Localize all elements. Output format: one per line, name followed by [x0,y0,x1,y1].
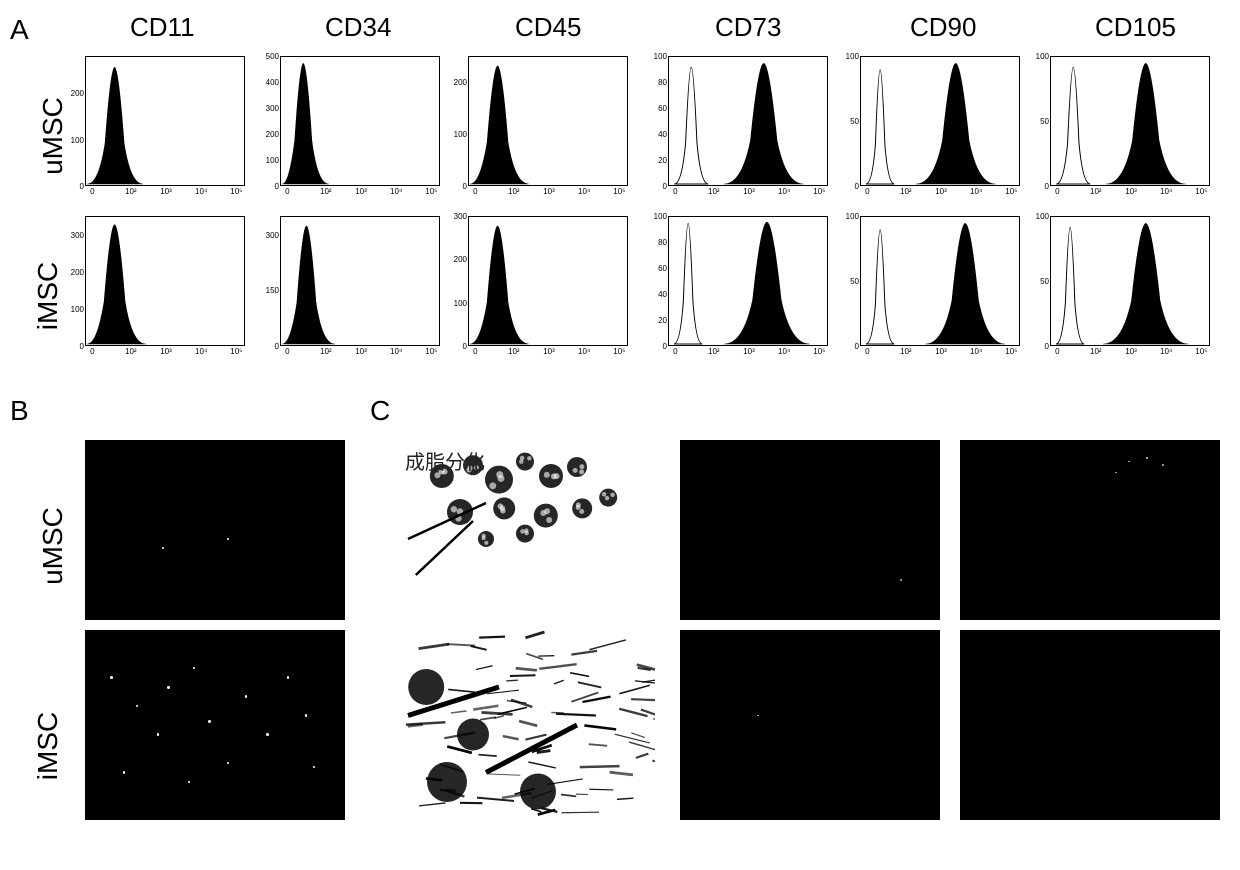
histogram-imsc-cd34: 0150300010²10³10⁴10⁵ [280,216,440,346]
histogram-imsc-cd73: 020406080100010²10³10⁴10⁵ [668,216,828,346]
panel-c-overlay-text: 成脂分化 [405,446,485,475]
histogram-imsc-cd45: 0100200300010²10³10⁴10⁵ [468,216,628,346]
histogram-umsc-cd11: 0100200010²10³10⁴10⁵ [85,56,245,186]
histogram-umsc-cd45: 0100200010²10³10⁴10⁵ [468,56,628,186]
col-header-cd45: CD45 [515,12,581,43]
panel-b-umsc-image [85,440,345,620]
panel-c-r0-c0: 成脂分化 [395,440,655,620]
col-header-cd34: CD34 [325,12,391,43]
figure-root: A CD11 CD34 CD45 CD73 CD90 CD105 uMSC iM… [0,0,1240,870]
panel-b-imsc-image [85,630,345,820]
panel-c-r1-c2 [960,630,1220,820]
col-header-cd105: CD105 [1095,12,1176,43]
panel-b-label: B [10,395,29,427]
col-header-cd73: CD73 [715,12,781,43]
histogram-umsc-cd73: 020406080100010²10³10⁴10⁵ [668,56,828,186]
histogram-umsc-cd105: 050100010²10³10⁴10⁵ [1050,56,1210,186]
rowlabel-b-umsc: uMSC [37,507,69,585]
histogram-imsc-cd90: 050100010²10³10⁴10⁵ [860,216,1020,346]
col-header-cd90: CD90 [910,12,976,43]
panel-c-r0-c1 [680,440,940,620]
panel-a-label: A [10,14,29,46]
rowlabel-a-imsc: iMSC [32,262,64,330]
panel-c-label: C [370,395,390,427]
rowlabel-a-umsc: uMSC [37,97,69,175]
histogram-imsc-cd105: 050100010²10³10⁴10⁵ [1050,216,1210,346]
histogram-imsc-cd11: 0100200300010²10³10⁴10⁵ [85,216,245,346]
col-header-cd11: CD11 [130,12,195,43]
panel-c-r1-c1 [680,630,940,820]
histogram-umsc-cd34: 0100200300400500010²10³10⁴10⁵ [280,56,440,186]
panel-c-r0-c2 [960,440,1220,620]
histogram-umsc-cd90: 050100010²10³10⁴10⁵ [860,56,1020,186]
rowlabel-b-imsc: iMSC [32,712,64,780]
panel-c-r1-c0 [395,630,655,820]
